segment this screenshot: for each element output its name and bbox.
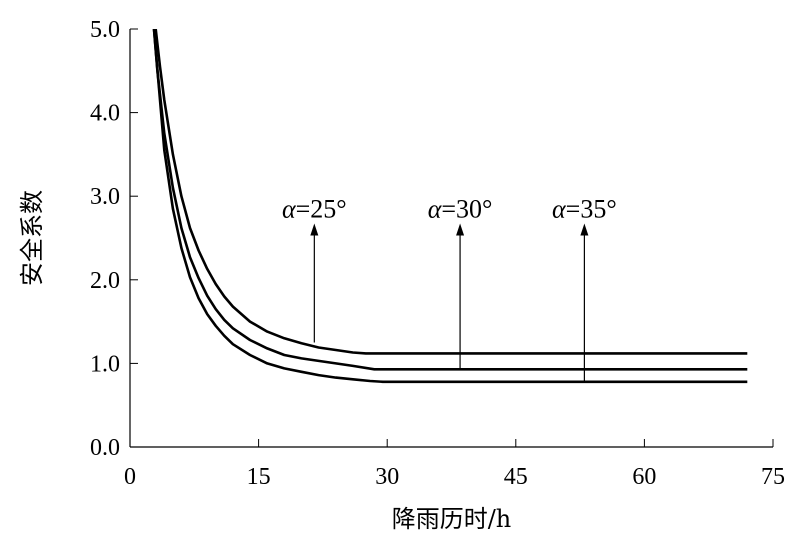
series-line-1 xyxy=(154,29,748,355)
series-lines xyxy=(152,29,748,384)
annotation-arrowhead-1 xyxy=(310,223,319,236)
annotation-label-3: α=35° xyxy=(552,194,617,223)
ticks: 0.0 1.0 2.0 3.0 4.0 5.0 0 15 30 45 60 75 xyxy=(90,17,785,490)
y-tick-label: 5.0 xyxy=(90,17,120,43)
annotation-arrowhead-3 xyxy=(580,223,589,236)
y-tick-label: 2.0 xyxy=(90,268,120,294)
x-tick-label: 0 xyxy=(124,464,136,490)
annotation-value: =30° xyxy=(441,194,492,223)
annotation-label-1: α=25° xyxy=(282,194,347,223)
x-tick-label: 60 xyxy=(632,464,656,490)
y-tick-label: 1.0 xyxy=(90,351,120,377)
series-line-3 xyxy=(152,29,748,384)
x-tick-label: 30 xyxy=(375,464,399,490)
x-tick-label: 15 xyxy=(247,464,271,490)
annotations: α=25° α=30° α=35° xyxy=(282,194,617,382)
annotation-label-2: α=30° xyxy=(428,194,493,223)
annotation-value: =25° xyxy=(296,194,347,223)
x-tick-label: 45 xyxy=(504,464,528,490)
annotation-var: α xyxy=(552,194,567,223)
y-axis-label: 安全系数 xyxy=(18,190,46,286)
annotation-value: =35° xyxy=(566,194,617,223)
annotation-arrowhead-2 xyxy=(456,223,465,236)
x-axis-label: 降雨历时/h xyxy=(392,505,512,533)
y-tick-label: 0.0 xyxy=(90,435,120,461)
series-line-2 xyxy=(152,29,748,371)
x-tick-label: 75 xyxy=(761,464,785,490)
y-tick-label: 3.0 xyxy=(90,184,120,210)
y-tick-label: 4.0 xyxy=(90,101,120,127)
annotation-var: α xyxy=(282,194,297,223)
axes xyxy=(129,29,773,448)
annotation-var: α xyxy=(428,194,443,223)
